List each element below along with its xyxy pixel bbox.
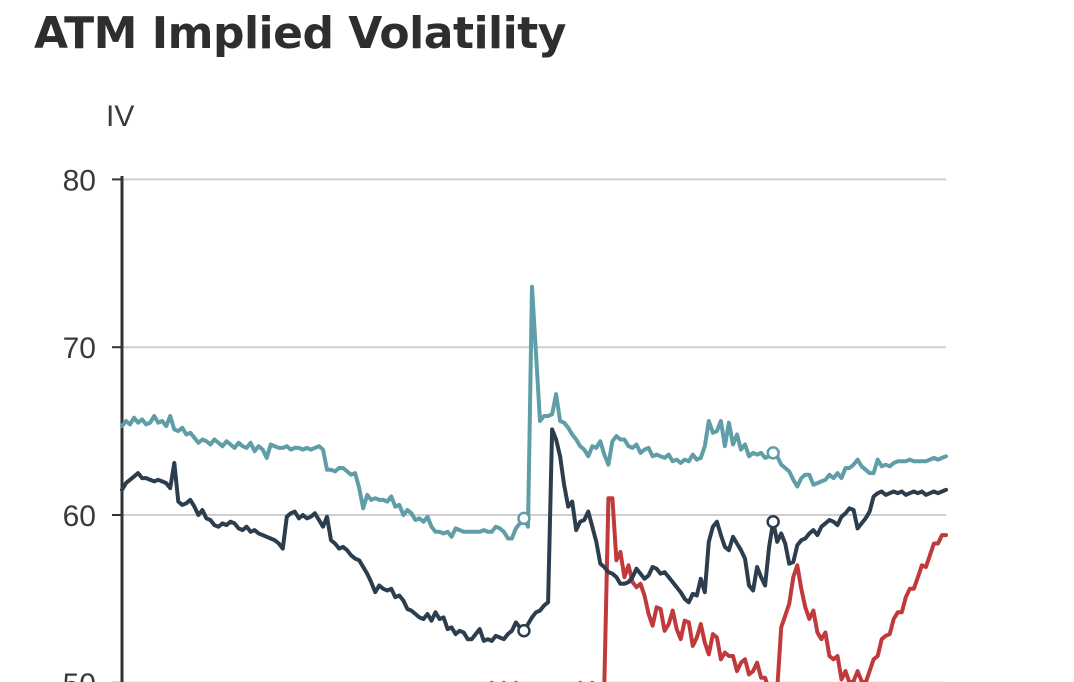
series-lines — [120, 284, 948, 682]
series-marker — [517, 511, 531, 526]
y-tick-label: 70 — [63, 332, 96, 365]
y-axis-label: IV — [106, 100, 134, 133]
chart-title: ATM Implied Volatility — [34, 8, 566, 59]
series-marker — [517, 624, 531, 638]
series-marker — [766, 446, 780, 460]
series-line — [120, 284, 948, 541]
series-line — [120, 427, 948, 643]
y-tick-label: 50 — [63, 668, 96, 682]
y-axis: 80 70 60 50 — [63, 164, 124, 682]
series-line — [489, 496, 948, 682]
y-tick-label: 60 — [63, 500, 96, 533]
series-marker — [766, 514, 780, 529]
gridlines — [122, 178, 946, 682]
y-tick-label: 80 — [63, 164, 96, 197]
series-markers — [517, 446, 780, 638]
